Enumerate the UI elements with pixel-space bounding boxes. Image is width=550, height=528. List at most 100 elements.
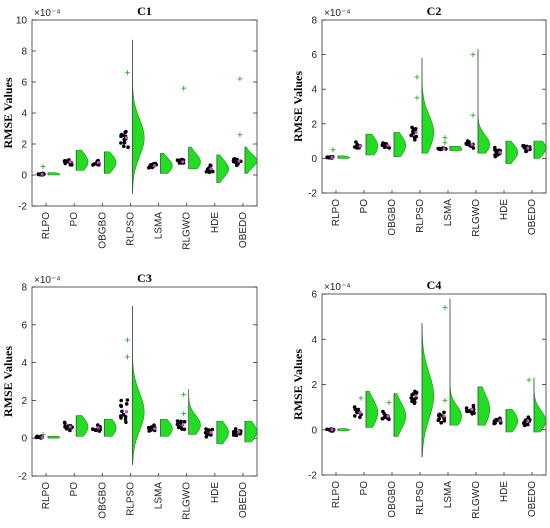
data-point — [119, 414, 123, 418]
outlier-marker — [470, 52, 476, 58]
violin-group-po: PO — [62, 415, 89, 496]
data-point — [382, 145, 387, 149]
y-tick-label: 6 — [21, 320, 27, 331]
x-tick-label: LSMA — [154, 212, 165, 240]
outlier-marker — [181, 85, 187, 91]
data-point — [358, 415, 362, 420]
violin-group-rlpo: RLPO — [325, 147, 351, 226]
outlier-marker — [40, 163, 46, 169]
y-tick-label: -2 — [18, 472, 27, 483]
outlier-marker — [330, 147, 336, 153]
violin-shape — [505, 409, 519, 433]
median-marker — [470, 407, 474, 411]
y-tick-label: 4 — [311, 85, 317, 96]
x-tick-label: RLPSO — [125, 482, 136, 516]
violin-group-lsma: LSMA — [146, 419, 173, 509]
x-tick-label: RLGWO — [471, 481, 482, 519]
data-point — [382, 415, 387, 420]
x-tick-label: LSMA — [443, 199, 454, 227]
median-marker — [386, 414, 390, 418]
x-tick-label: PO — [359, 199, 370, 214]
y-tick-label: 0 — [21, 434, 27, 445]
data-point — [437, 412, 442, 417]
x-tick-label: RLPSO — [415, 481, 426, 515]
violin-shape — [188, 146, 201, 170]
data-point — [352, 405, 357, 409]
violin-group-obedo: OBEDO — [521, 377, 546, 517]
data-point — [91, 427, 95, 431]
outlier-marker — [124, 337, 130, 343]
outlier-marker — [442, 140, 448, 146]
violin-shape — [477, 386, 491, 426]
data-point — [437, 416, 442, 421]
y-tick-label: 4 — [21, 109, 27, 120]
chart-title: C3 — [137, 271, 152, 285]
violin-group-po: PO — [62, 149, 89, 227]
y-exponent-label: ×10⁻⁴ — [324, 8, 351, 19]
data-point — [325, 155, 330, 159]
data-point — [149, 163, 153, 167]
data-point — [119, 398, 123, 403]
violin-group-obedo: OBEDO — [231, 76, 257, 248]
violin-group-po: PO — [352, 390, 379, 495]
median-marker — [40, 172, 44, 176]
data-point — [121, 133, 125, 138]
outlier-marker — [386, 400, 392, 406]
data-point — [96, 423, 100, 427]
median-marker — [498, 419, 502, 423]
data-point — [355, 410, 359, 415]
median-marker — [470, 142, 474, 147]
outlier-marker — [358, 395, 364, 401]
median-marker — [96, 161, 100, 165]
y-axis-label: RMSE Values — [1, 77, 15, 148]
violin-group-rlpso: RLPSO — [409, 58, 435, 233]
x-tick-label: HDE — [210, 212, 221, 233]
median-marker — [181, 160, 185, 164]
median-marker — [209, 430, 213, 435]
violin-shape — [365, 133, 379, 156]
data-point — [353, 414, 357, 418]
plot-area-frame — [31, 286, 258, 477]
median-marker — [209, 167, 213, 171]
x-tick-label: RLGWO — [471, 199, 482, 237]
violin-group-rlpso: RLPSO — [119, 39, 145, 246]
data-point — [120, 409, 124, 414]
data-point — [126, 145, 130, 149]
violin-group-hde: HDE — [493, 140, 519, 220]
y-tick-label: -2 — [18, 202, 27, 213]
data-point — [494, 150, 498, 154]
data-point — [232, 431, 236, 436]
violin-shape — [244, 146, 257, 174]
y-tick-label: -2 — [308, 189, 317, 200]
violin-group-rlgwo: RLGWO — [175, 85, 201, 250]
violin-group-lsma: LSMA — [436, 135, 463, 227]
y-axis-label: RMSE Values — [291, 71, 305, 142]
y-tick-label: 6 — [311, 50, 317, 61]
y-tick-label: 8 — [311, 16, 317, 27]
x-tick-label: PO — [69, 212, 80, 227]
median-marker — [237, 429, 241, 434]
data-point — [123, 414, 128, 419]
y-exponent-label: ×10⁻⁴ — [34, 275, 61, 286]
plot-area-frame — [321, 293, 547, 476]
x-tick-label: OBGBO — [97, 212, 108, 249]
x-tick-label: RLPO — [41, 212, 52, 239]
violin-group-rlgwo: RLGWO — [464, 49, 491, 237]
violin-group-obgbo: OBGBO — [380, 393, 407, 518]
x-tick-label: RLGWO — [182, 482, 193, 520]
violin-shape — [421, 323, 434, 458]
median-marker — [152, 427, 157, 431]
data-point — [122, 140, 127, 145]
median-marker — [526, 419, 530, 423]
x-tick-label: OBGBO — [387, 481, 398, 518]
violin-group-rlpo: RLPO — [325, 427, 351, 508]
x-tick-label: RLPSO — [125, 212, 136, 246]
data-point — [524, 149, 528, 154]
violin-group-hde: HDE — [492, 409, 519, 502]
data-point — [464, 141, 469, 146]
violin-shape — [188, 388, 201, 435]
violin-shape — [449, 298, 463, 426]
data-point — [411, 129, 415, 134]
data-point — [382, 411, 386, 416]
median-marker — [124, 410, 129, 414]
